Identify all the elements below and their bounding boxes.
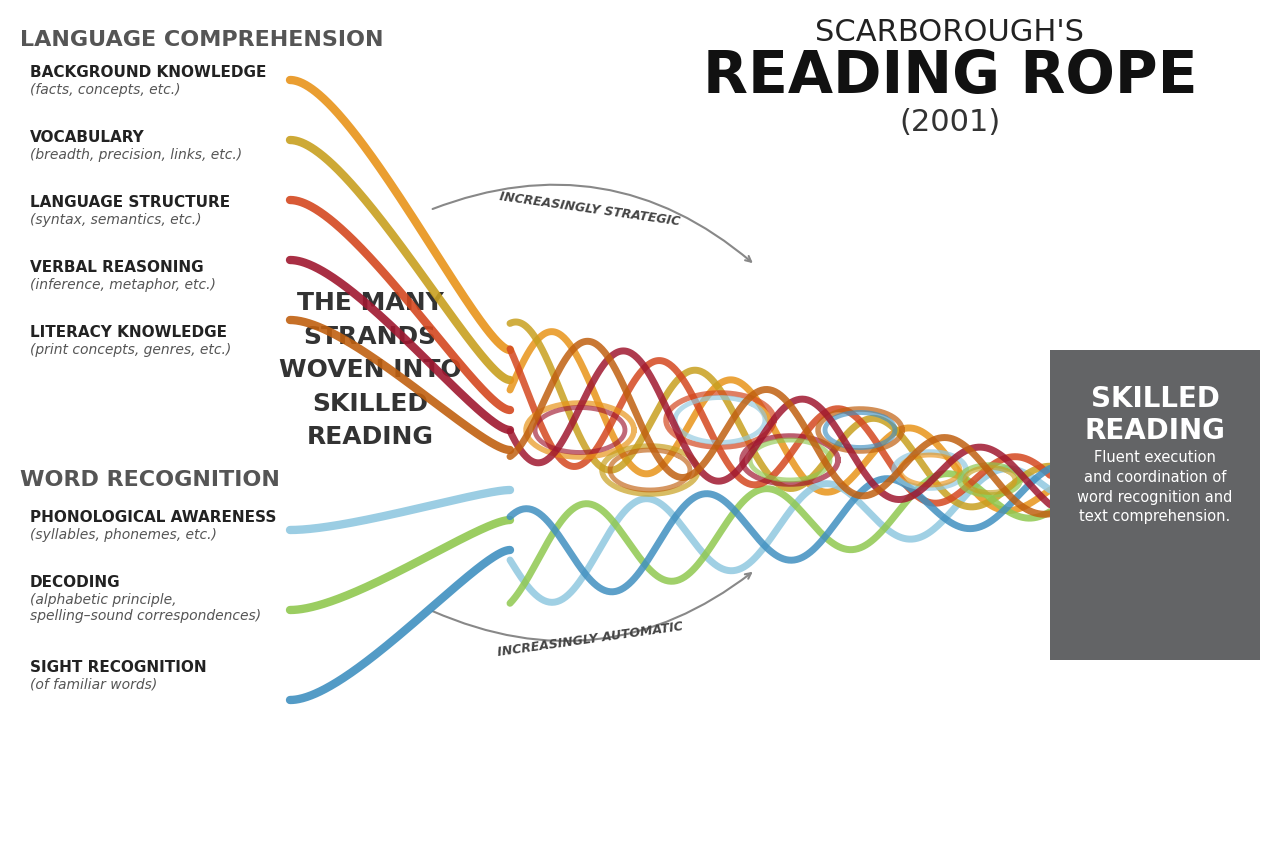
Text: LANGUAGE STRUCTURE: LANGUAGE STRUCTURE [29,195,230,210]
Text: THE MANY
STRANDS
WOVEN INTO
SKILLED
READING: THE MANY STRANDS WOVEN INTO SKILLED READ… [279,291,461,449]
Text: (of familiar words): (of familiar words) [29,678,157,692]
Text: READING ROPE: READING ROPE [703,48,1197,105]
Text: DECODING: DECODING [29,575,120,590]
Text: VERBAL REASONING: VERBAL REASONING [29,260,203,275]
Text: SCARBOROUGH'S: SCARBOROUGH'S [815,18,1085,47]
Text: (2001): (2001) [900,108,1001,137]
Text: (print concepts, genres, etc.): (print concepts, genres, etc.) [29,343,231,357]
Bar [1051,350,1260,660]
Text: (syllables, phonemes, etc.): (syllables, phonemes, etc.) [29,528,217,542]
Text: VOCABULARY: VOCABULARY [29,130,144,145]
Text: (inference, metaphor, etc.): (inference, metaphor, etc.) [29,278,216,292]
Text: INCREASINGLY AUTOMATIC: INCREASINGLY AUTOMATIC [496,620,684,659]
Text: SIGHT RECOGNITION: SIGHT RECOGNITION [29,660,207,675]
Text: LITERACY KNOWLEDGE: LITERACY KNOWLEDGE [29,325,227,340]
Text: (facts, concepts, etc.): (facts, concepts, etc.) [29,83,180,97]
Text: (breadth, precision, links, etc.): (breadth, precision, links, etc.) [29,148,242,162]
Text: INCREASINGLY STRATEGIC: INCREASINGLY STRATEGIC [498,190,681,228]
Text: BACKGROUND KNOWLEDGE: BACKGROUND KNOWLEDGE [29,65,266,80]
Text: Fluent execution
and coordination of
word recognition and
text comprehension.: Fluent execution and coordination of wor… [1077,450,1233,524]
Text: (syntax, semantics, etc.): (syntax, semantics, etc.) [29,213,202,227]
Text: LANGUAGE COMPREHENSION: LANGUAGE COMPREHENSION [20,30,383,50]
Text: PHONOLOGICAL AWARENESS: PHONOLOGICAL AWARENESS [29,510,276,525]
Text: WORD RECOGNITION: WORD RECOGNITION [20,470,280,490]
Text: (alphabetic principle,
spelling–sound correspondences): (alphabetic principle, spelling–sound co… [29,593,261,623]
Text: SKILLED
READING: SKILLED READING [1085,385,1226,446]
